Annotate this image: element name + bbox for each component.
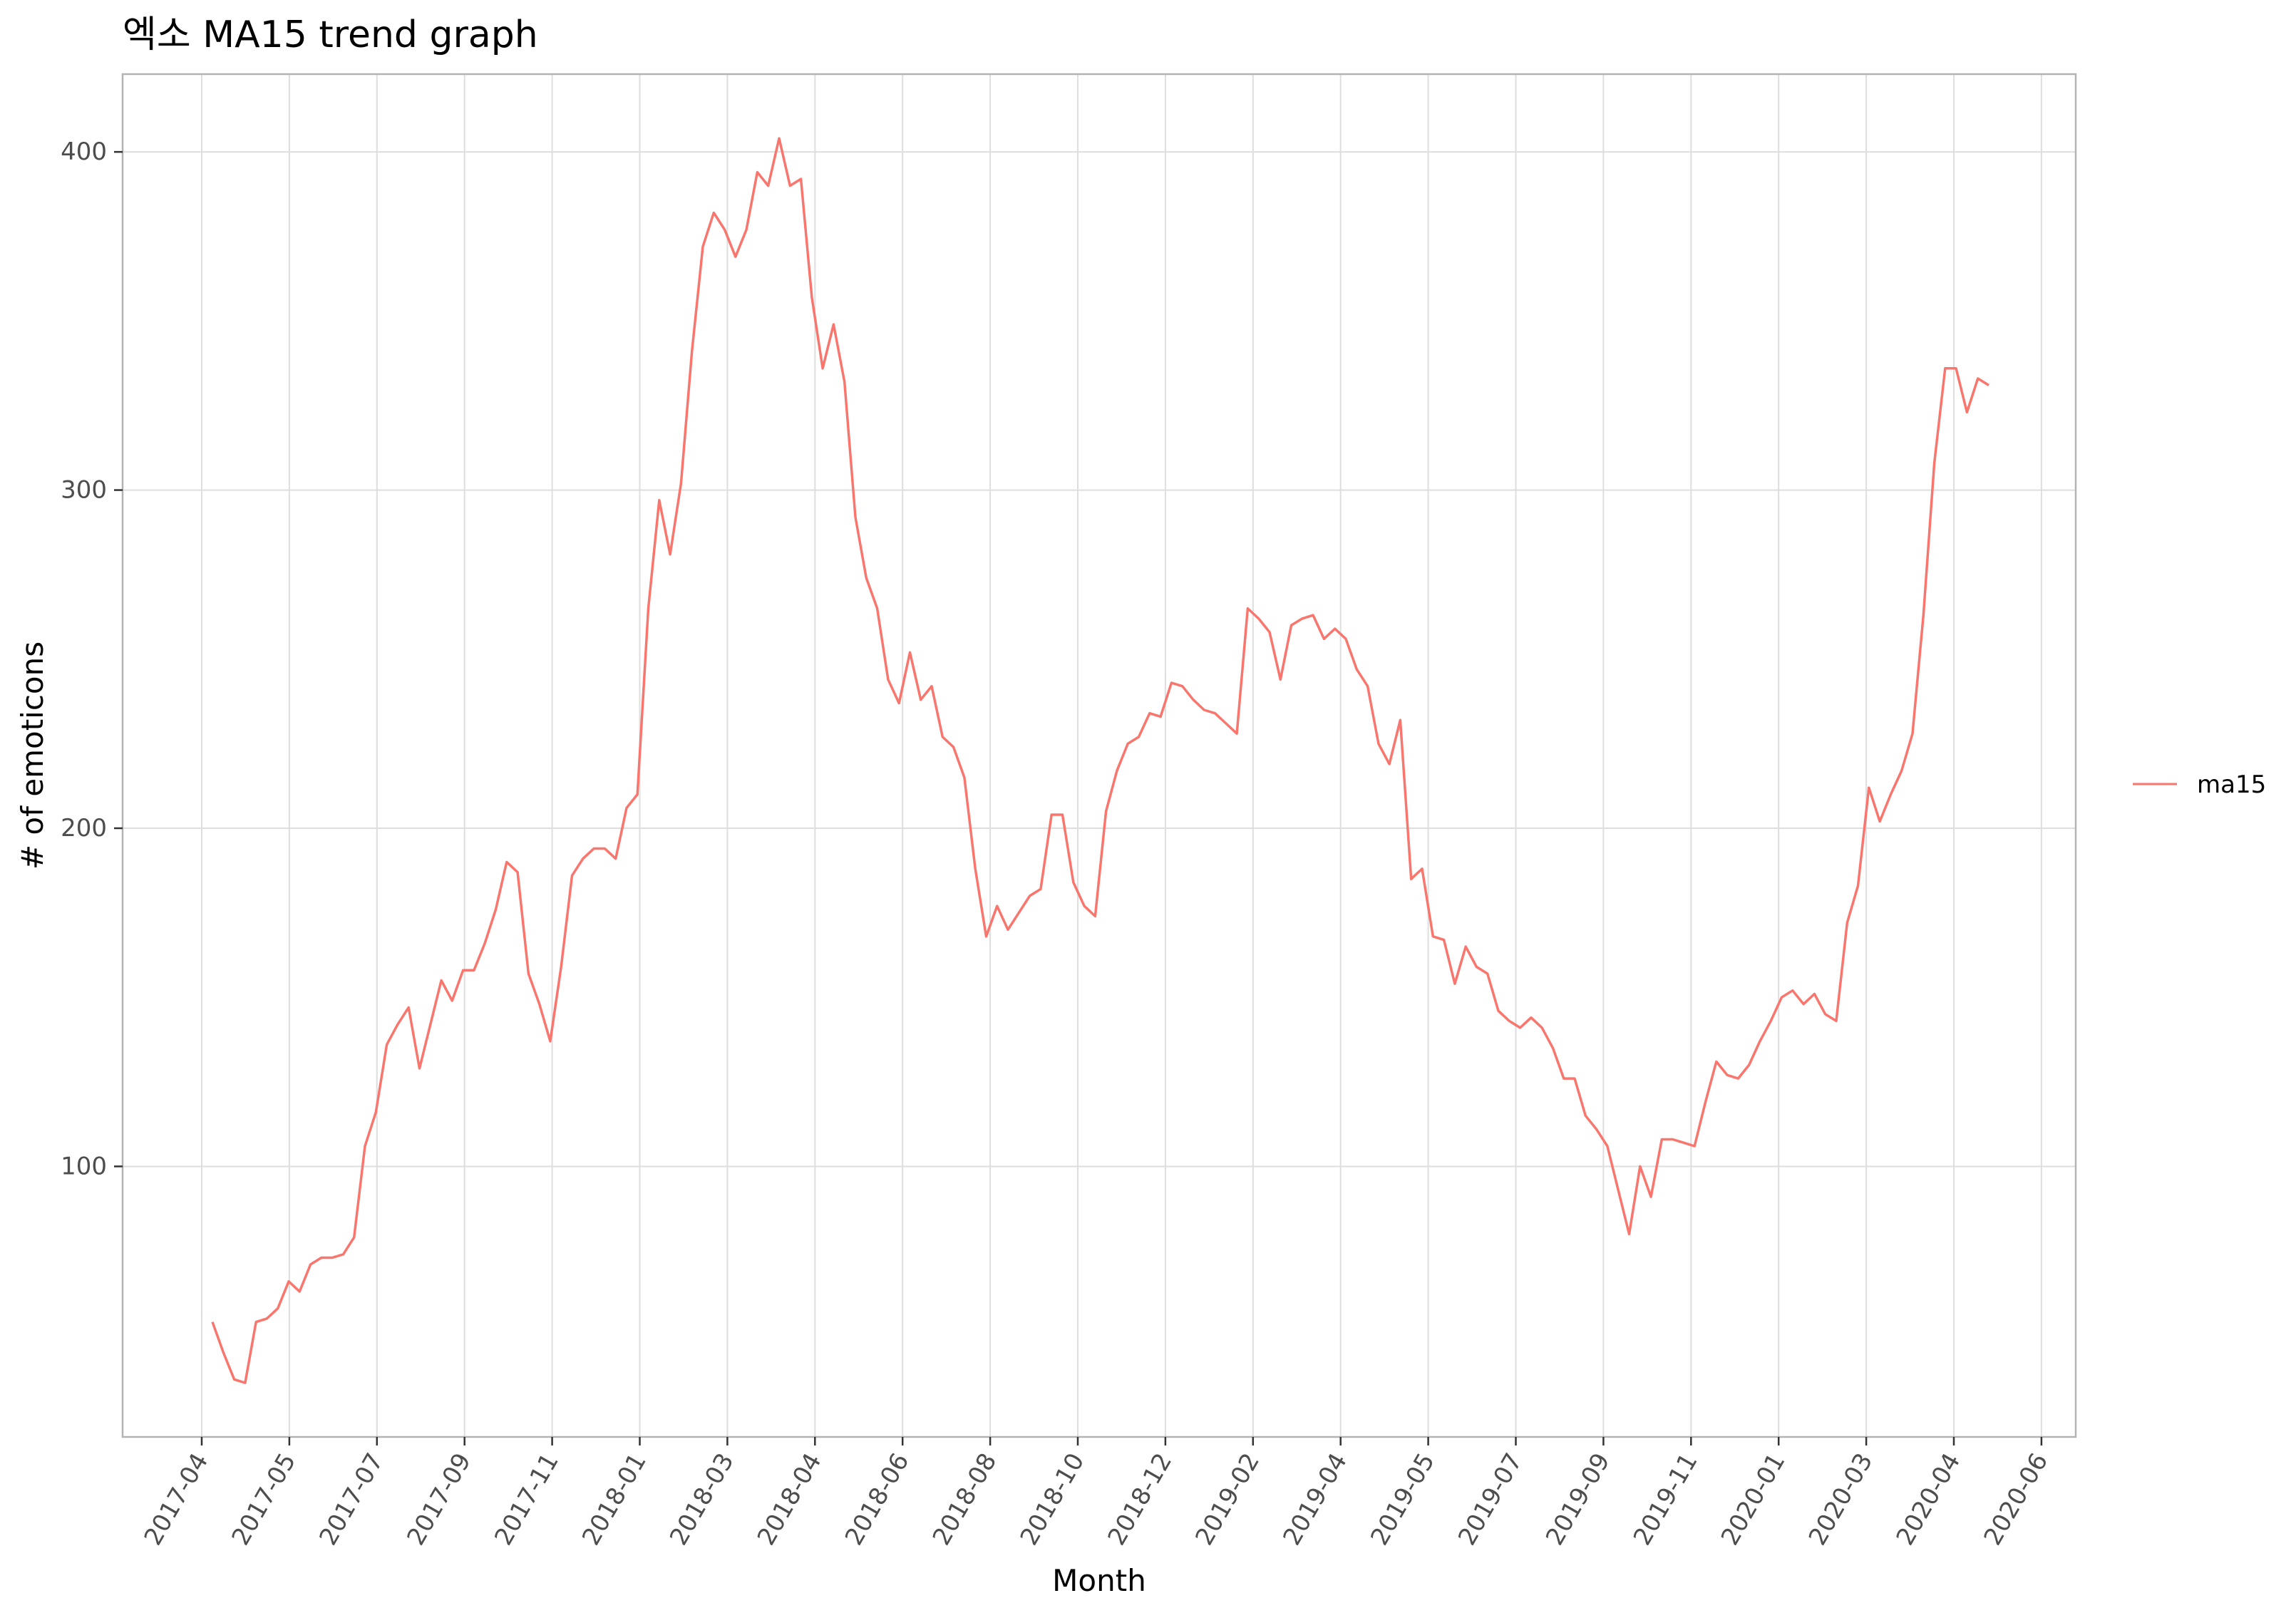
x-tick-label: 2017-07 [314, 1448, 389, 1550]
x-tick-label: 2019-09 [1540, 1448, 1616, 1550]
x-tick-label: 2018-12 [1103, 1448, 1178, 1550]
legend-label-ma15: ma15 [2197, 770, 2266, 799]
x-tick-label: 2018-08 [927, 1448, 1003, 1550]
x-tick-label: 2019-02 [1190, 1448, 1265, 1550]
x-tick-label: 2020-04 [1891, 1448, 1967, 1550]
x-tick-label: 2019-04 [1277, 1448, 1353, 1550]
x-tick-label: 2017-05 [227, 1448, 302, 1550]
x-tick-label: 2020-01 [1716, 1448, 1791, 1550]
x-tick-label: 2017-04 [139, 1448, 215, 1550]
y-axis-ticks: 100 200 300 400 [61, 138, 123, 1180]
panel-border [121, 73, 2077, 1438]
x-tick-label: 2019-05 [1365, 1448, 1441, 1550]
x-tick-label: 2018-01 [577, 1448, 652, 1550]
x-tick-label: 2018-06 [840, 1448, 915, 1550]
y-axis-title: # of emoticons [15, 641, 50, 870]
y-tick-label: 400 [61, 138, 107, 166]
x-tick-label: 2020-06 [1979, 1448, 2054, 1550]
x-tick-label: 2018-04 [752, 1448, 828, 1550]
series-lines [211, 137, 1989, 1384]
x-tick-label: 2020-03 [1803, 1448, 1879, 1550]
plot-panel [123, 74, 2076, 1437]
y-gridlines [123, 151, 2076, 1168]
x-tick-label: 2019-07 [1453, 1448, 1528, 1550]
x-tick-label: 2018-10 [1015, 1448, 1091, 1550]
y-tick-label: 200 [61, 814, 107, 842]
x-axis-title: Month [1052, 1563, 1146, 1598]
y-tick-label: 300 [61, 476, 107, 505]
chart-title: 엑소 MA15 trend graph [123, 14, 538, 56]
x-tick-label: 2017-09 [401, 1448, 477, 1550]
x-gridlines [201, 74, 2042, 1437]
x-tick-label: 2018-03 [664, 1448, 740, 1550]
y-tick-label: 100 [61, 1152, 107, 1180]
x-tick-label: 2017-11 [489, 1448, 565, 1550]
series-line-ma15 [211, 137, 1989, 1384]
x-tick-label: 2019-11 [1628, 1448, 1704, 1550]
legend: ma15 [2133, 770, 2266, 799]
x-axis-ticks: 2017-04 2017-05 2017-07 2017-09 2017-11 2018-… [139, 1437, 2054, 1550]
